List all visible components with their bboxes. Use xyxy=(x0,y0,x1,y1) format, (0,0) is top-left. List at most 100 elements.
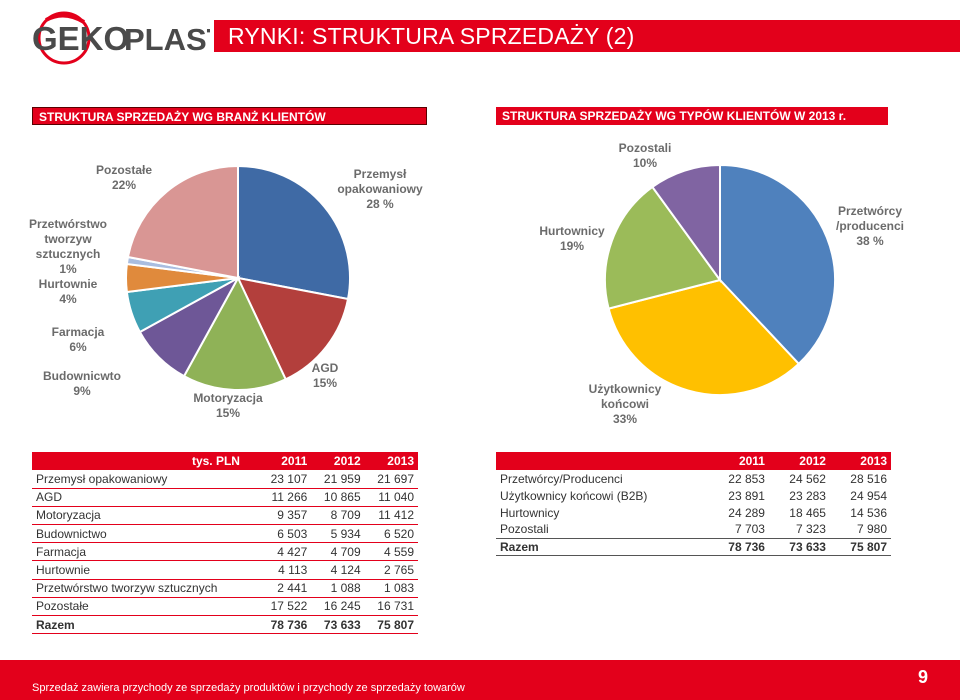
cell-value: 7 980 xyxy=(856,522,887,537)
total-label: Razem xyxy=(32,615,258,635)
cell-value: 4 427 xyxy=(257,542,312,562)
table-row: Pozostałe 17 522 16 245 16 731 xyxy=(32,597,418,617)
pie-slice xyxy=(719,163,836,366)
pie-slice xyxy=(236,276,350,381)
cell-value: 23 107 xyxy=(257,470,312,489)
row-label: Budownictwo xyxy=(32,524,258,544)
client-type-pie-chart: Przetwórcy/producenci 38 % Użytkownicy końc… xyxy=(539,141,904,426)
row-label: Motoryzacja xyxy=(32,506,258,526)
row-label: Hurtownie xyxy=(32,560,258,580)
left-section-title: STRUKTURA SPRZEDAŻY WG BRANŻ KLIENTÓW xyxy=(32,107,427,125)
cell-value: 2 765 xyxy=(364,560,418,580)
cell-value: 11 040 xyxy=(364,488,418,507)
total-value: 78 736 xyxy=(708,537,769,556)
column-header: 2011 xyxy=(257,452,312,470)
cell-value: 7 703 xyxy=(734,522,765,537)
slice-label: Farmacja 6% xyxy=(52,325,105,354)
cell-value: 16 731 xyxy=(364,597,418,617)
column-header: tys. PLN xyxy=(32,452,258,470)
row-label: Pozostali xyxy=(500,522,549,537)
cell-value: 24 289 xyxy=(728,505,765,520)
total-value: 75 807 xyxy=(829,537,891,556)
cell-value: 1 088 xyxy=(311,579,365,598)
column-header: 2012 xyxy=(311,452,365,470)
slice-label: Przetwórstwo tworzyw sztucznych 1% xyxy=(29,217,107,276)
column-header: 2012 xyxy=(768,452,830,470)
cell-value: 14 536 xyxy=(850,505,887,520)
column-header: 2013 xyxy=(364,452,418,470)
cell-value: 18 465 xyxy=(789,505,826,520)
total-value: 75 807 xyxy=(364,615,418,635)
svg-text:GEKO: GEKO xyxy=(32,20,129,57)
pie-slice xyxy=(604,185,722,310)
cell-value: 11 266 xyxy=(257,488,312,507)
cell-value: 23 891 xyxy=(728,488,765,503)
page-number: 9 xyxy=(918,667,929,687)
cell-value: 4 124 xyxy=(311,560,365,580)
table-row: Przetwórcy/Producenci 22 853 24 562 28 516 xyxy=(496,470,891,487)
cell-value: 23 283 xyxy=(789,488,826,503)
table-row: Hurtownicy 24 289 18 465 14 536 xyxy=(496,504,891,521)
cell-value: 4 113 xyxy=(257,560,312,580)
cell-value: 9 357 xyxy=(257,506,312,526)
cell-value: 8 709 xyxy=(311,506,365,526)
cell-value: 16 245 xyxy=(311,597,365,617)
slice-label: Przemysł opakowaniowy 28 % xyxy=(337,167,423,211)
cell-value: 10 865 xyxy=(311,488,365,507)
table-row: Budownictwo 6 503 5 934 6 520 xyxy=(32,524,418,544)
cell-value: 11 412 xyxy=(364,506,418,526)
table-row: Motoryzacja 9 357 8 709 11 412 xyxy=(32,506,418,526)
total-label: Razem xyxy=(496,537,708,556)
cell-value: 22 853 xyxy=(728,471,765,486)
pie-slice xyxy=(237,164,351,301)
row-label: Przetwórcy/Producenci xyxy=(500,471,623,486)
cell-value: 1 083 xyxy=(364,579,418,598)
table-row: Przetwórstwo tworzyw sztucznych 2 441 1 08… xyxy=(32,579,418,598)
slice-label: Pozostałe 22% xyxy=(96,163,152,192)
table-row: Użytkownicy końcowi (B2B) 23 891 23 283 24 … xyxy=(496,487,891,504)
column-header: 2011 xyxy=(708,452,769,470)
slice-label: Motoryzacja 15% xyxy=(193,391,263,420)
row-label: AGD xyxy=(32,488,258,507)
total-value: 78 736 xyxy=(257,615,312,635)
row-label: Hurtownicy xyxy=(500,505,560,520)
total-row: Razem 78 736 73 633 75 807 xyxy=(496,537,891,556)
table-row: Hurtownie 4 113 4 124 2 765 xyxy=(32,560,418,580)
pie-slice xyxy=(651,163,721,284)
pie-slice xyxy=(126,164,239,280)
cell-value: 24 562 xyxy=(789,471,826,486)
table-row: AGD 11 266 10 865 11 040 xyxy=(32,488,418,507)
slice-label: Przetwórcy/producenci 38 % xyxy=(836,204,904,248)
pie-slice xyxy=(182,275,288,391)
table-row: Farmacja 4 427 4 709 4 559 xyxy=(32,542,418,562)
table-header-row: 2011 2012 2013 xyxy=(496,452,891,470)
column-header xyxy=(496,452,708,470)
title-bar: RYNKI: STRUKTURA SPRZEDAŻY (2) xyxy=(214,20,960,52)
client-type-sales-table: 2011 2012 2013 Przetwórcy/Producenci 22 8… xyxy=(496,452,891,556)
slice-label: Hurtownie 4% xyxy=(39,277,98,306)
row-label: Farmacja xyxy=(32,542,258,562)
svg-text:PLAST: PLAST xyxy=(124,22,210,57)
slice-label: Użytkownicy końcowi 33% xyxy=(589,382,662,426)
gekoplast-logo: GEKO PLAST xyxy=(32,11,210,65)
industry-pie-chart: Przemysł opakowaniowy 28 % AGD 15% Motoryzacj… xyxy=(29,163,423,420)
slice-label: AGD 15% xyxy=(312,361,339,390)
page-title: RYNKI: STRUKTURA SPRZEDAŻY (2) xyxy=(228,23,635,49)
cell-value: 6 520 xyxy=(364,524,418,544)
total-row: Razem 78 736 73 633 75 807 xyxy=(32,615,418,635)
footer-bar: Sprzedaż zawiera przychody ze sprzedaży … xyxy=(0,660,960,700)
total-value: 73 633 xyxy=(311,615,365,635)
right-section-title: STRUKTURA SPRZEDAŻY WG TYPÓW KLIENTÓW W … xyxy=(496,107,888,125)
cell-value: 7 323 xyxy=(795,522,826,537)
cell-value: 24 954 xyxy=(850,488,887,503)
cell-value: 6 503 xyxy=(257,524,312,544)
slice-label: Hurtownicy 19% xyxy=(539,224,605,253)
cell-value: 2 441 xyxy=(257,579,312,598)
column-header: 2013 xyxy=(829,452,891,470)
row-label: Przetwórstwo tworzyw sztucznych xyxy=(32,579,258,598)
slice-label: Budownicwto 9% xyxy=(43,369,121,398)
cell-value: 21 697 xyxy=(364,470,418,489)
cell-value: 28 516 xyxy=(850,471,887,486)
cell-value: 4 559 xyxy=(364,542,418,562)
cell-value: 5 934 xyxy=(311,524,365,544)
